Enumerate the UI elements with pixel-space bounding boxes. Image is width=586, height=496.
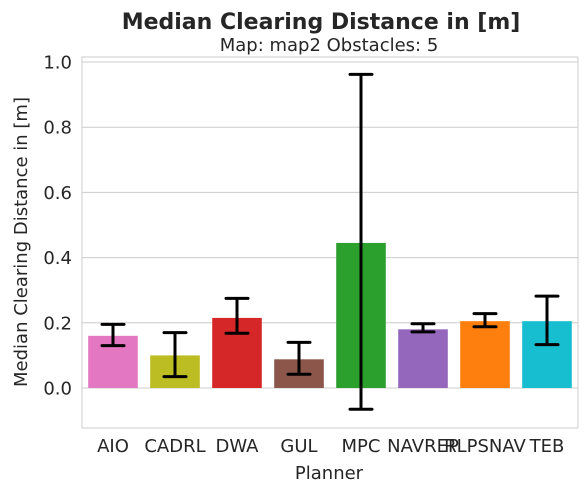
x-tick-label: NAVREP: [387, 436, 459, 457]
bars-group: [88, 242, 572, 388]
y-tick-label: 1.0: [43, 53, 72, 74]
y-tick-label: 0.0: [43, 379, 72, 400]
y-tick-labels: 0.0 0.2 0.4 0.6 0.8 1.0: [43, 53, 72, 400]
y-tick-label: 0.2: [43, 313, 72, 334]
y-axis-label: Median Clearing Distance in [m]: [11, 97, 32, 387]
x-tick-label: AIO: [97, 436, 129, 457]
x-tick-label: RLPSNAV: [444, 436, 526, 457]
bar: [460, 321, 510, 388]
x-axis-label: Planner: [295, 463, 364, 484]
x-tick-label: DWA: [216, 436, 260, 457]
x-tick-label: TEB: [529, 436, 565, 457]
y-tick-label: 0.8: [43, 118, 72, 139]
plot-frame: [81, 56, 579, 429]
x-tick-label: GUL: [280, 436, 317, 457]
bar: [398, 329, 448, 388]
chart-title: Median Clearing Distance in [m]: [122, 10, 521, 35]
x-tick-label: MPC: [342, 436, 381, 457]
x-tick-label: CADRL: [144, 436, 205, 457]
y-tick-label: 0.6: [43, 183, 72, 204]
error-bars-group: [100, 72, 560, 411]
chart-subtitle: Map: map2 Obstacles: 5: [220, 35, 439, 56]
y-tick-label: 0.4: [43, 248, 72, 269]
